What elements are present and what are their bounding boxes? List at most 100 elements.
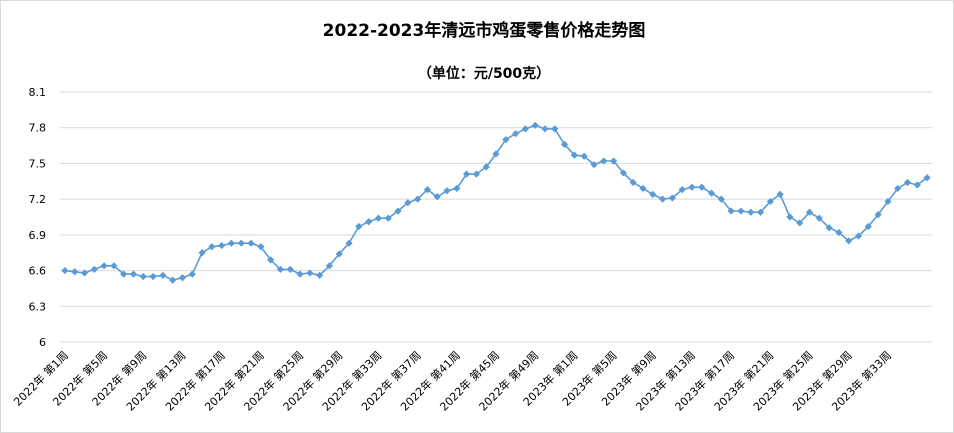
chart-title: 2022-2023年清远市鸡蛋零售价格走势图	[323, 20, 646, 41]
y-tick-label: 6.9	[29, 229, 47, 242]
data-point	[61, 266, 69, 275]
data-point	[678, 186, 686, 194]
data-point	[218, 241, 226, 250]
data-point	[560, 140, 569, 148]
data-point	[502, 136, 510, 144]
data-point	[815, 214, 823, 222]
data-point	[247, 239, 255, 247]
data-point	[472, 170, 481, 178]
y-tick-label: 7.2	[29, 193, 47, 206]
data-point	[786, 213, 794, 221]
data-point	[463, 170, 471, 178]
data-point	[404, 199, 412, 207]
y-tick-label: 6	[39, 336, 46, 349]
data-point	[609, 157, 618, 165]
data-point	[649, 190, 657, 198]
data-point	[169, 276, 177, 284]
data-point	[365, 218, 373, 226]
data-point	[747, 208, 755, 216]
data-point	[306, 269, 314, 277]
data-point	[913, 181, 921, 189]
data-point	[443, 187, 451, 195]
data-point	[629, 178, 637, 187]
data-point	[639, 184, 647, 193]
y-tick-label: 7.8	[29, 122, 47, 135]
y-tick-label: 6.6	[29, 265, 47, 278]
data-point	[698, 183, 706, 191]
y-tick-label: 7.5	[29, 157, 47, 170]
data-point	[90, 265, 98, 273]
data-point	[149, 272, 157, 281]
data-point	[707, 189, 716, 197]
data-point	[316, 271, 324, 279]
data-point	[570, 151, 578, 159]
data-point	[384, 214, 392, 222]
data-point	[580, 152, 588, 160]
data-point	[776, 190, 784, 198]
data-point	[835, 228, 843, 237]
data-point	[756, 208, 765, 216]
data-point	[355, 222, 363, 231]
data-point	[541, 125, 549, 133]
data-point	[325, 262, 334, 270]
y-tick-label: 8.1	[29, 86, 47, 99]
data-point	[717, 195, 725, 203]
data-point	[894, 184, 902, 193]
data-point	[423, 186, 432, 194]
data-point	[433, 193, 441, 201]
data-point	[414, 195, 422, 203]
data-point	[120, 270, 128, 278]
data-point	[854, 232, 863, 240]
data-point	[796, 219, 804, 227]
data-point	[619, 169, 627, 177]
data-point	[658, 195, 667, 203]
data-point	[276, 265, 285, 273]
data-point	[139, 272, 147, 281]
data-point	[511, 130, 520, 138]
data-point	[668, 194, 676, 202]
data-point	[178, 274, 187, 282]
data-point	[805, 208, 814, 216]
data-point	[335, 250, 343, 258]
data-point	[825, 224, 833, 232]
series-group	[61, 121, 931, 284]
data-point	[267, 256, 275, 264]
data-point	[845, 237, 853, 245]
data-point	[482, 163, 490, 171]
data-point	[766, 197, 774, 206]
data-point	[737, 207, 745, 215]
y-axis-ticks: 8.1 7.8 7.5 7.2 6.9 6.6 6.3 6	[29, 86, 47, 349]
data-point	[864, 222, 872, 231]
data-point	[551, 125, 559, 133]
data-point	[159, 271, 167, 279]
data-point	[688, 183, 696, 191]
data-point	[903, 178, 912, 187]
data-point	[80, 269, 89, 277]
data-point	[257, 243, 265, 251]
data-point	[874, 211, 882, 219]
data-point	[453, 184, 461, 193]
data-point	[727, 207, 735, 215]
data-point	[884, 197, 892, 206]
data-point	[227, 239, 236, 247]
data-point	[345, 239, 353, 247]
data-point	[237, 239, 245, 247]
y-tick-label: 6.3	[29, 300, 47, 313]
data-point	[188, 270, 196, 278]
data-point	[492, 150, 500, 158]
data-point	[590, 161, 598, 169]
data-point	[394, 207, 402, 215]
data-point	[100, 262, 108, 270]
data-point	[110, 262, 118, 270]
data-point	[198, 249, 206, 257]
data-point	[208, 243, 216, 251]
data-point	[521, 125, 529, 133]
data-point	[531, 121, 539, 129]
data-point	[600, 157, 608, 165]
chart-subtitle: （单位：元/500克）	[418, 65, 550, 82]
data-point	[71, 268, 79, 276]
data-point	[374, 214, 383, 222]
